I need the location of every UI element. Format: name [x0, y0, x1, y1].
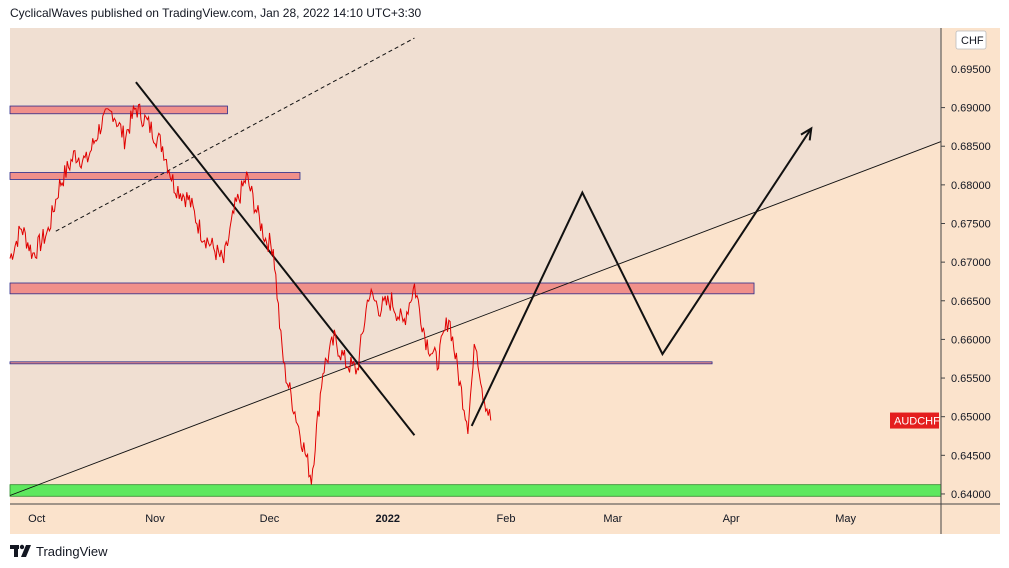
resistance-zone-2: [9, 282, 755, 295]
trendline-0: [9, 141, 942, 496]
price-tick-label: 0.65500: [951, 373, 991, 385]
price-tick-label: 0.67000: [951, 257, 991, 269]
price-line: [9, 103, 492, 485]
price-tick-label: 0.64000: [951, 489, 991, 501]
price-tick-label: 0.66500: [951, 296, 991, 308]
price-tick-label: 0.69000: [951, 103, 991, 115]
time-axis-background: [10, 504, 1000, 534]
footer: TradingView: [10, 542, 108, 560]
time-tick-label: Nov: [145, 513, 165, 525]
symbol-badge: [890, 412, 939, 429]
tradingview-logo-icon[interactable]: [10, 544, 32, 558]
time-tick-label: Oct: [28, 513, 45, 525]
publisher-header: CyclicalWaves published on TradingView.c…: [10, 6, 421, 20]
projection-path: [470, 126, 813, 427]
publisher-line: CyclicalWaves published on TradingView.c…: [10, 6, 422, 20]
symbol-label: AUDCHF: [894, 416, 940, 428]
resistance-zone-0: [9, 105, 228, 115]
resistance-zone-1: [9, 172, 301, 180]
support-zone: [9, 484, 942, 497]
time-tick-label: Dec: [260, 513, 280, 525]
time-tick-label: 2022: [375, 513, 399, 525]
price-tick-label-top: 0.69500: [951, 64, 991, 76]
currency-badge: [955, 30, 987, 50]
price-chart[interactable]: 0.69000 0.68500 0.68000 0.67500 0.67000 0.665…: [0, 0, 1009, 540]
time-tick-label: Feb: [497, 513, 516, 525]
price-tick-label: 0.68000: [951, 180, 991, 192]
trendlines: [9, 37, 942, 496]
price-tick-label: 0.66000: [951, 334, 991, 346]
price-tick-label: 0.64500: [951, 450, 991, 462]
price-axis-background: [941, 28, 1000, 504]
projection-arrowhead: [800, 126, 813, 141]
axis-labels: 0.69000 0.68500 0.68000 0.67500 0.67000 0.665…: [28, 30, 991, 525]
axes: [10, 28, 1000, 534]
trendline-2: [135, 81, 416, 436]
price-tick-label: 0.67500: [951, 219, 991, 231]
currency-label: CHF: [961, 35, 984, 47]
tradingview-brand[interactable]: TradingView: [36, 543, 108, 559]
time-tick-label: Mar: [603, 513, 622, 525]
time-tick-label: May: [835, 513, 856, 525]
price-series: [9, 103, 492, 485]
projection-polyline: [470, 127, 813, 427]
plot-background: [10, 28, 941, 504]
upper-background: [10, 28, 941, 496]
price-tick-label: 0.65000: [951, 412, 991, 424]
trendline-1: [55, 37, 415, 232]
time-tick-label: Apr: [723, 513, 740, 525]
price-tick-label: 0.68500: [951, 141, 991, 153]
